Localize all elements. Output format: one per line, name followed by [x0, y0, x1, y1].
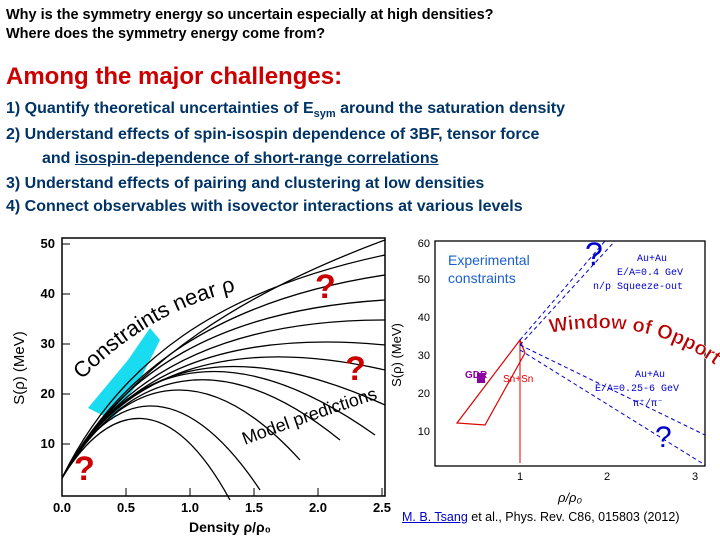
box1-line2: E/A=0.4 GeV	[617, 267, 683, 279]
left-xtick: 1.5	[245, 500, 263, 515]
reference: M. B. Tsang et al., Phys. Rev. C86, 0158…	[402, 510, 679, 524]
left-ytick: 20	[41, 386, 55, 401]
box1-line1: Au+Au	[637, 254, 667, 265]
snsn-label: Sn+Sn	[503, 374, 533, 385]
question-mark-bottom: ?	[74, 450, 95, 488]
box2-line1: Au+Au	[635, 370, 665, 381]
right-ytick: 50	[418, 274, 430, 286]
curve-12	[61, 417, 231, 501]
gdr-label: GDR	[465, 370, 488, 381]
right-plot-frame	[434, 240, 706, 467]
question-line-2: Where does the symmetry energy come from…	[6, 26, 326, 42]
box1-line3: n/p Squeeze-out	[593, 281, 683, 293]
left-xtick: 2.0	[309, 500, 327, 515]
challenge-2b-link: isospin-dependence of short-range correl…	[74, 150, 439, 167]
right-ytick: 30	[418, 350, 430, 362]
constraint-band	[88, 328, 160, 420]
challenge-item-2b: and isospin-dependence of short-range co…	[42, 150, 439, 168]
challenges-heading: Among the major challenges:	[6, 63, 343, 90]
right-chart: 10 20 30 40 50 60 1 2 3 ρ/ρ₀ S(ρ) (MeV) …	[385, 225, 720, 505]
curve-10	[61, 389, 301, 479]
reference-author-link[interactable]: M. B. Tsang	[402, 510, 468, 524]
curve-2	[61, 274, 386, 479]
constraints-annotation: Constraints near ρ₀	[0, 220, 237, 383]
right-question-mark-top: ?	[585, 236, 603, 272]
left-xtick: 2.5	[373, 500, 391, 515]
right-xtick: 1	[517, 471, 523, 483]
challenge-item-4: 4) Connect observables with isovector in…	[6, 198, 523, 215]
challenge-2b-prefix: and	[42, 150, 75, 167]
challenge-item-3: 3) Understand effects of pairing and clu…	[6, 175, 485, 192]
model-curves	[61, 239, 386, 501]
right-question-mark-bottom: ?	[655, 421, 672, 454]
right-y-axis-label: S(ρ) (MeV)	[389, 323, 404, 387]
challenge-item-1: 1) Quantify theoretical uncertainties of…	[6, 100, 565, 120]
box2-line2: E/A=0.25-6 GeV	[595, 383, 679, 395]
constraints-label: constraints	[448, 270, 516, 286]
left-ytick: 40	[41, 286, 55, 301]
right-xtick: 2	[604, 471, 610, 483]
challenge-item-2: 2) Understand effects of spin-isospin de…	[6, 126, 540, 143]
left-plot-frame	[61, 237, 386, 497]
question-mark-mid: ?	[345, 350, 366, 388]
right-x-axis-label: ρ/ρ₀	[557, 490, 583, 505]
curve-13	[61, 239, 386, 479]
left-x-axis-label: Density ρ/ρ₀	[189, 519, 271, 535]
left-chart: 10 20 30 40 50 0.0 0.5 1.0 1.5 2.0 2.5 D…	[0, 220, 391, 535]
challenge-1-prefix: 1) Quantify theoretical uncertainties of…	[6, 100, 314, 117]
left-ytick: 10	[41, 436, 55, 451]
right-xtick: 3	[692, 471, 698, 483]
challenge-1-subscript: sym	[313, 108, 336, 121]
left-ytick: 30	[41, 336, 55, 351]
reference-rest: et al., Phys. Rev. C86, 015803 (2012)	[467, 510, 680, 524]
left-x-tick-marks	[61, 488, 383, 496]
left-xtick: 0.0	[53, 500, 71, 515]
blue-dashed-curves	[519, 240, 706, 466]
left-ytick: 50	[41, 236, 55, 251]
curve-1	[61, 254, 386, 479]
question-mark-top: ?	[315, 268, 336, 306]
right-ytick: 20	[418, 388, 430, 400]
left-xtick: 1.0	[181, 500, 199, 515]
gdr-marker	[477, 373, 485, 383]
left-xtick: 0.5	[117, 500, 135, 515]
left-y-axis-label: S(ρ) (MeV)	[11, 331, 28, 405]
left-y-tick-marks	[62, 243, 70, 445]
right-ytick: 10	[418, 426, 430, 438]
question-line-1: Why is the symmetry energy so uncertain …	[6, 7, 494, 23]
red-constraint-region	[455, 338, 526, 426]
box2-line3: π⁺/π⁻	[633, 398, 663, 410]
right-ytick: 40	[418, 312, 430, 324]
predictions-annotation: Model predictions	[239, 383, 379, 448]
experimental-label: Experimental	[448, 252, 530, 268]
right-ytick: 60	[418, 238, 430, 250]
challenge-1-suffix: around the saturation density	[335, 100, 566, 117]
